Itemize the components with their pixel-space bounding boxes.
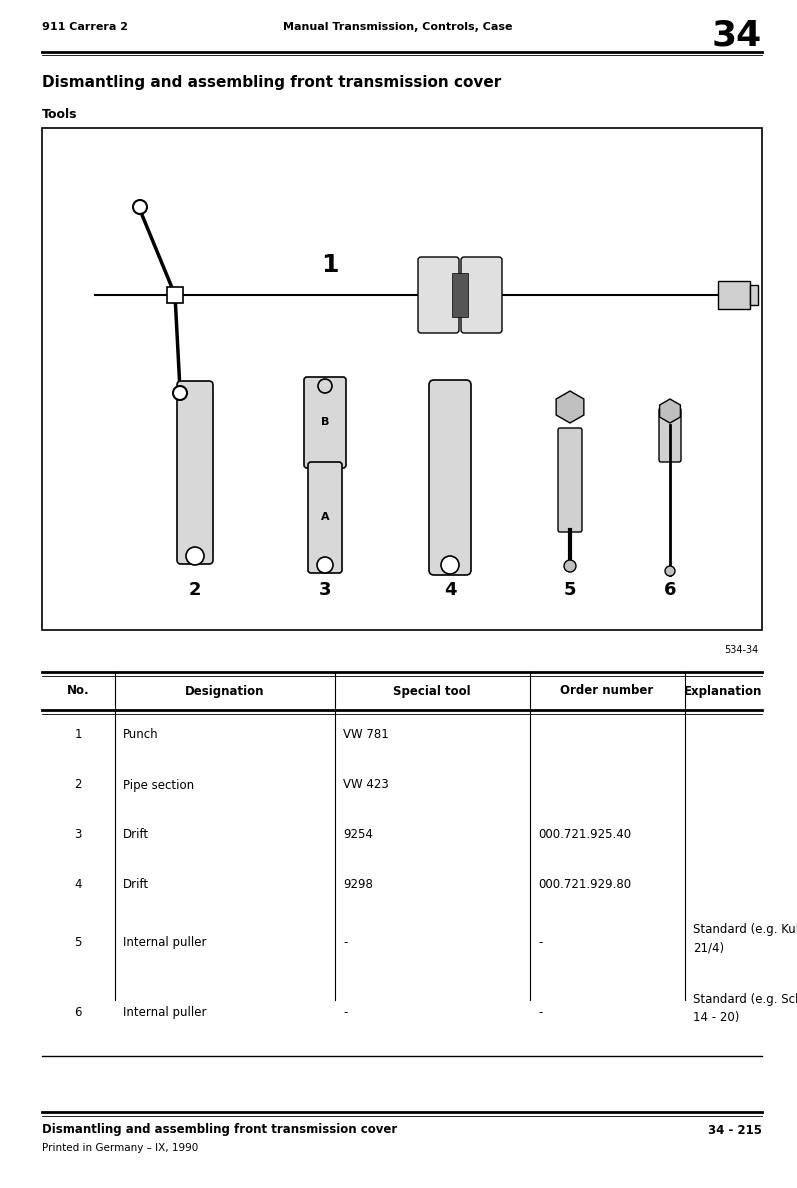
FancyBboxPatch shape bbox=[308, 462, 342, 573]
Bar bbox=[42, 128, 762, 630]
Text: 911 Carrera 2: 911 Carrera 2 bbox=[42, 23, 128, 32]
Bar bbox=[167, 287, 183, 303]
Text: 4: 4 bbox=[74, 878, 82, 891]
Circle shape bbox=[665, 565, 675, 576]
Circle shape bbox=[318, 379, 332, 393]
Text: -: - bbox=[343, 1006, 347, 1019]
Text: 9298: 9298 bbox=[343, 878, 373, 891]
Text: -: - bbox=[538, 936, 543, 949]
Bar bbox=[718, 282, 750, 309]
Text: 34 - 215: 34 - 215 bbox=[708, 1124, 762, 1137]
Text: VW 423: VW 423 bbox=[343, 778, 389, 791]
Text: Drift: Drift bbox=[123, 878, 149, 891]
Text: Manual Transmission, Controls, Case: Manual Transmission, Controls, Case bbox=[283, 23, 512, 32]
Circle shape bbox=[564, 560, 576, 571]
Text: 2: 2 bbox=[189, 581, 202, 599]
Circle shape bbox=[441, 556, 459, 574]
Text: Special tool: Special tool bbox=[393, 684, 471, 697]
FancyBboxPatch shape bbox=[659, 407, 681, 462]
Text: 5: 5 bbox=[563, 581, 576, 599]
FancyBboxPatch shape bbox=[418, 257, 459, 333]
Text: 5: 5 bbox=[74, 936, 81, 949]
Text: 534-34: 534-34 bbox=[724, 645, 758, 655]
Text: 34: 34 bbox=[712, 18, 762, 52]
Text: Internal puller: Internal puller bbox=[123, 1006, 206, 1019]
Text: 14 - 20): 14 - 20) bbox=[693, 1011, 740, 1024]
Text: Pipe section: Pipe section bbox=[123, 778, 194, 791]
Text: 6: 6 bbox=[74, 1006, 82, 1019]
Text: A: A bbox=[320, 512, 329, 522]
Text: Tools: Tools bbox=[42, 108, 77, 121]
FancyBboxPatch shape bbox=[558, 428, 582, 532]
Circle shape bbox=[186, 546, 204, 565]
Text: Internal puller: Internal puller bbox=[123, 936, 206, 949]
Text: Standard (e.g. Kukko: Standard (e.g. Kukko bbox=[693, 923, 797, 936]
Text: VW 781: VW 781 bbox=[343, 728, 389, 741]
Text: Standard (e.g. Schrem: Standard (e.g. Schrem bbox=[693, 993, 797, 1006]
Text: Designation: Designation bbox=[185, 684, 265, 697]
Bar bbox=[452, 273, 468, 317]
Text: B: B bbox=[321, 417, 329, 426]
Text: Order number: Order number bbox=[560, 684, 654, 697]
Text: 1: 1 bbox=[74, 728, 82, 741]
Bar bbox=[750, 285, 758, 305]
FancyBboxPatch shape bbox=[304, 377, 346, 468]
Text: 1: 1 bbox=[321, 253, 339, 277]
Circle shape bbox=[133, 200, 147, 214]
Text: No.: No. bbox=[67, 684, 89, 697]
Text: Dismantling and assembling front transmission cover: Dismantling and assembling front transmi… bbox=[42, 1124, 397, 1137]
Text: 000.721.925.40: 000.721.925.40 bbox=[538, 828, 631, 841]
Text: 21/4): 21/4) bbox=[693, 942, 724, 954]
FancyBboxPatch shape bbox=[177, 381, 213, 564]
FancyBboxPatch shape bbox=[461, 257, 502, 333]
Circle shape bbox=[317, 557, 333, 573]
Text: -: - bbox=[538, 1006, 543, 1019]
Text: 2: 2 bbox=[74, 778, 82, 791]
FancyBboxPatch shape bbox=[429, 380, 471, 575]
Text: Printed in Germany – IX, 1990: Printed in Germany – IX, 1990 bbox=[42, 1143, 198, 1154]
Text: -: - bbox=[343, 936, 347, 949]
Text: 6: 6 bbox=[664, 581, 676, 599]
Text: 4: 4 bbox=[444, 581, 456, 599]
Text: Drift: Drift bbox=[123, 828, 149, 841]
Circle shape bbox=[173, 386, 187, 400]
Text: Punch: Punch bbox=[123, 728, 159, 741]
Text: 3: 3 bbox=[319, 581, 332, 599]
Text: 9254: 9254 bbox=[343, 828, 373, 841]
Text: Dismantling and assembling front transmission cover: Dismantling and assembling front transmi… bbox=[42, 75, 501, 90]
Text: Explanation: Explanation bbox=[684, 684, 762, 697]
Text: 3: 3 bbox=[74, 828, 81, 841]
Text: 000.721.929.80: 000.721.929.80 bbox=[538, 878, 631, 891]
